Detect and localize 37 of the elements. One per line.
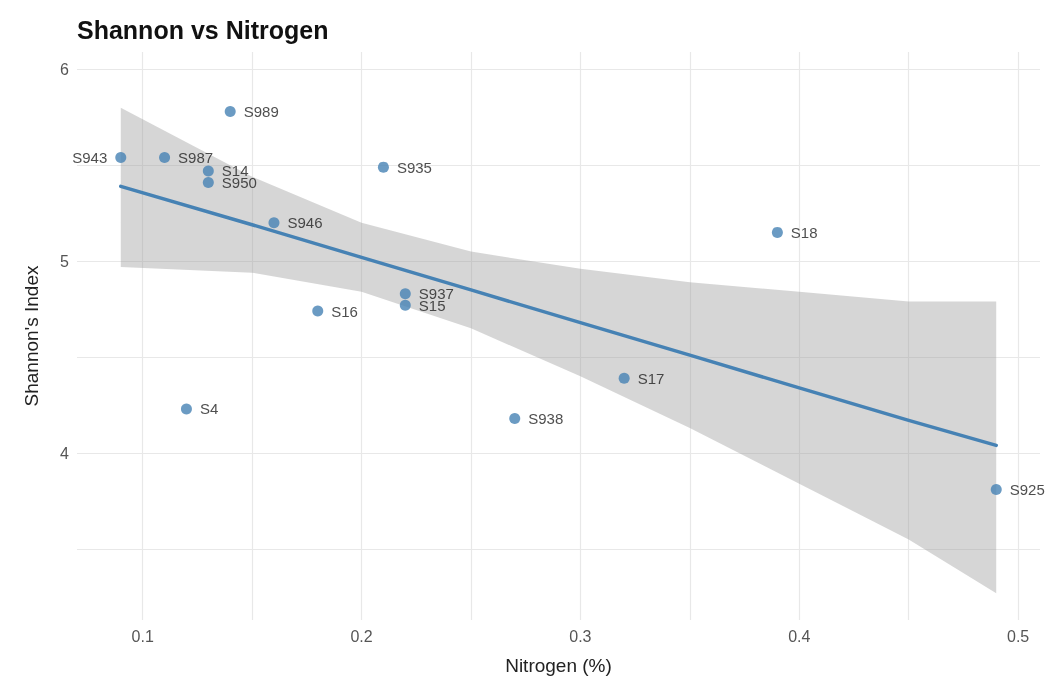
point xyxy=(771,226,783,238)
data-label: S16 xyxy=(331,302,358,320)
chart-title: Shannon vs Nitrogen xyxy=(77,15,329,44)
point xyxy=(224,105,236,117)
data-label: S943 xyxy=(72,149,108,167)
x-tick-label: 0.4 xyxy=(788,627,811,645)
data-label: S4 xyxy=(199,400,219,418)
point xyxy=(618,372,630,384)
data-label: S925 xyxy=(1009,481,1045,499)
x-tick-label: 0.5 xyxy=(1006,627,1030,645)
point xyxy=(399,299,411,311)
point xyxy=(202,165,214,177)
x-tick-label: 0.3 xyxy=(569,627,592,645)
data-label: S987 xyxy=(178,149,214,167)
x-tick-label: 0.1 xyxy=(131,627,154,645)
y-tick-label: 5 xyxy=(60,252,70,270)
point xyxy=(202,176,214,188)
x-axis-title: Nitrogen (%) xyxy=(505,655,612,676)
point xyxy=(268,217,280,229)
y-axis-title: Shannon's Index xyxy=(21,265,42,407)
point xyxy=(509,413,521,425)
point xyxy=(312,305,324,317)
data-label: S938 xyxy=(528,410,564,428)
y-tick-label: 4 xyxy=(60,444,70,462)
point xyxy=(159,152,171,164)
point xyxy=(180,403,192,415)
point xyxy=(399,288,411,300)
data-label: S989 xyxy=(243,102,279,120)
point xyxy=(377,161,389,173)
data-label: S18 xyxy=(790,223,818,241)
x-tick-label: 0.2 xyxy=(350,627,373,645)
point xyxy=(115,152,127,164)
y-tick-label: 6 xyxy=(60,60,70,78)
data-label: S946 xyxy=(287,214,323,232)
data-label: S17 xyxy=(637,369,665,387)
data-label: S935 xyxy=(396,158,432,176)
point xyxy=(990,484,1002,496)
